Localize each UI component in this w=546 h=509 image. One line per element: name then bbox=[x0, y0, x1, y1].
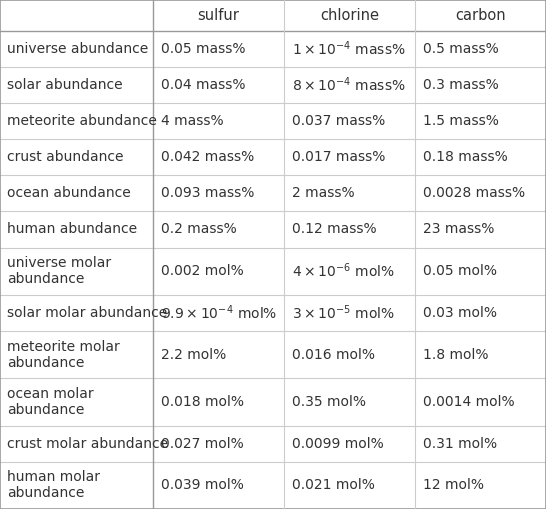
Text: 1.8 mol%: 1.8 mol% bbox=[423, 348, 489, 361]
Text: 0.5 mass%: 0.5 mass% bbox=[423, 42, 499, 55]
Text: 0.002 mol%: 0.002 mol% bbox=[161, 264, 244, 278]
Text: meteorite molar
abundance: meteorite molar abundance bbox=[7, 340, 120, 370]
Text: 0.0028 mass%: 0.0028 mass% bbox=[423, 186, 525, 201]
Text: $8\times10^{-4}$ mass%: $8\times10^{-4}$ mass% bbox=[292, 75, 406, 94]
Text: 0.05 mol%: 0.05 mol% bbox=[423, 264, 497, 278]
Text: 0.016 mol%: 0.016 mol% bbox=[292, 348, 375, 361]
Text: meteorite abundance: meteorite abundance bbox=[7, 114, 157, 128]
Text: 0.042 mass%: 0.042 mass% bbox=[161, 150, 254, 164]
Text: crust abundance: crust abundance bbox=[7, 150, 123, 164]
Text: 4 mass%: 4 mass% bbox=[161, 114, 224, 128]
Text: ocean molar
abundance: ocean molar abundance bbox=[7, 387, 94, 417]
Text: 0.12 mass%: 0.12 mass% bbox=[292, 222, 377, 237]
Text: 0.04 mass%: 0.04 mass% bbox=[161, 78, 246, 92]
Text: 0.35 mol%: 0.35 mol% bbox=[292, 395, 366, 409]
Text: 0.018 mol%: 0.018 mol% bbox=[161, 395, 244, 409]
Text: 0.021 mol%: 0.021 mol% bbox=[292, 478, 375, 492]
Text: human molar
abundance: human molar abundance bbox=[7, 470, 100, 500]
Text: 0.0014 mol%: 0.0014 mol% bbox=[423, 395, 515, 409]
Text: 12 mol%: 12 mol% bbox=[423, 478, 484, 492]
Text: 2.2 mol%: 2.2 mol% bbox=[161, 348, 227, 361]
Text: chlorine: chlorine bbox=[320, 8, 379, 23]
Text: 0.31 mol%: 0.31 mol% bbox=[423, 437, 497, 450]
Text: 1.5 mass%: 1.5 mass% bbox=[423, 114, 499, 128]
Text: $4\times10^{-6}$ mol%: $4\times10^{-6}$ mol% bbox=[292, 262, 395, 280]
Text: carbon: carbon bbox=[455, 8, 506, 23]
Text: $3\times10^{-5}$ mol%: $3\times10^{-5}$ mol% bbox=[292, 303, 395, 322]
Text: 2 mass%: 2 mass% bbox=[292, 186, 355, 201]
Text: $9.9\times10^{-4}$ mol%: $9.9\times10^{-4}$ mol% bbox=[161, 303, 277, 322]
Text: $1\times10^{-4}$ mass%: $1\times10^{-4}$ mass% bbox=[292, 39, 406, 58]
Text: universe molar
abundance: universe molar abundance bbox=[7, 256, 111, 286]
Text: 0.05 mass%: 0.05 mass% bbox=[161, 42, 246, 55]
Text: ocean abundance: ocean abundance bbox=[7, 186, 131, 201]
Text: 0.027 mol%: 0.027 mol% bbox=[161, 437, 244, 450]
Text: universe abundance: universe abundance bbox=[7, 42, 149, 55]
Text: solar abundance: solar abundance bbox=[7, 78, 123, 92]
Text: 0.2 mass%: 0.2 mass% bbox=[161, 222, 237, 237]
Text: 0.093 mass%: 0.093 mass% bbox=[161, 186, 254, 201]
Text: crust molar abundance: crust molar abundance bbox=[7, 437, 168, 450]
Text: 0.0099 mol%: 0.0099 mol% bbox=[292, 437, 384, 450]
Text: 0.017 mass%: 0.017 mass% bbox=[292, 150, 385, 164]
Text: human abundance: human abundance bbox=[7, 222, 137, 237]
Text: 0.039 mol%: 0.039 mol% bbox=[161, 478, 244, 492]
Text: sulfur: sulfur bbox=[198, 8, 239, 23]
Text: 0.03 mol%: 0.03 mol% bbox=[423, 306, 497, 320]
Text: 0.3 mass%: 0.3 mass% bbox=[423, 78, 499, 92]
Text: 0.037 mass%: 0.037 mass% bbox=[292, 114, 385, 128]
Text: 0.18 mass%: 0.18 mass% bbox=[423, 150, 508, 164]
Text: 23 mass%: 23 mass% bbox=[423, 222, 495, 237]
Text: solar molar abundance: solar molar abundance bbox=[7, 306, 167, 320]
